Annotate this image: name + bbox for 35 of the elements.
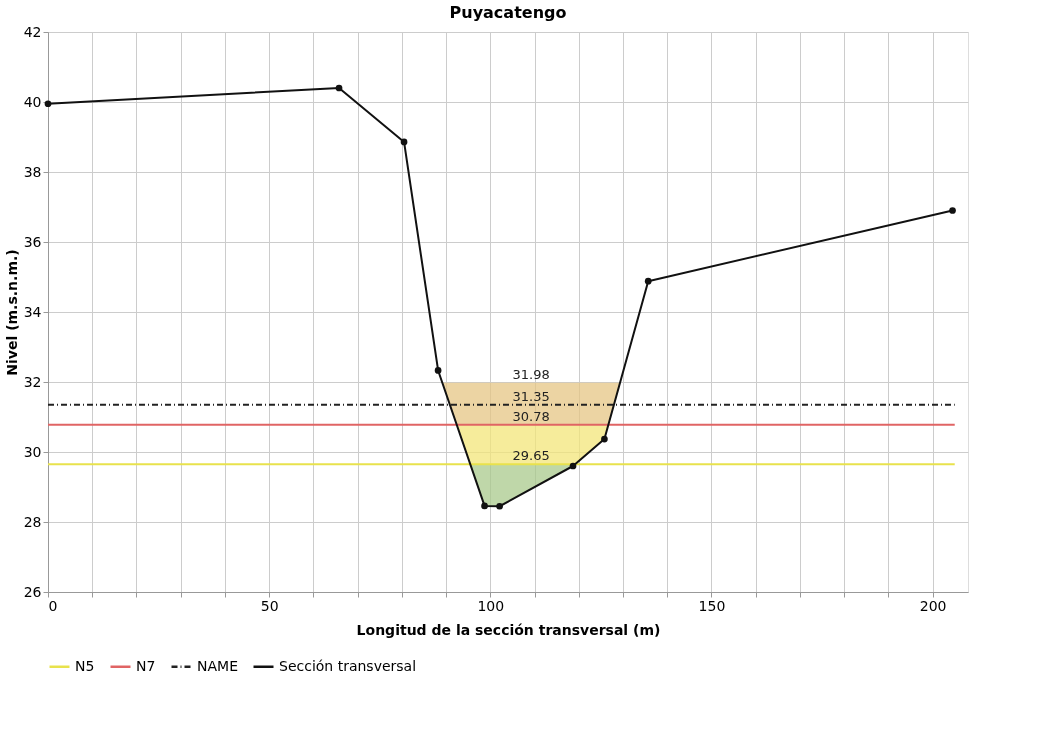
legend-label: Sección transversal: [279, 657, 417, 674]
legend-label: N7: [136, 657, 156, 674]
annotation: 30.78: [512, 408, 550, 424]
y-tick-label: 38: [23, 163, 42, 180]
y-tick-label: 30: [23, 443, 42, 460]
point: [481, 502, 488, 510]
y-tick-label: 28: [23, 513, 42, 530]
point: [335, 84, 343, 92]
annotation: 29.65: [512, 448, 550, 464]
point: [601, 435, 608, 443]
legend-label: NAME: [197, 657, 238, 674]
point: [949, 207, 956, 214]
chart-title: Puyacatengo: [449, 3, 567, 22]
y-tick-label: 36: [23, 233, 42, 250]
annotation: 31.98: [512, 366, 550, 382]
x-tick-label: 100: [477, 597, 505, 614]
point: [644, 277, 652, 285]
x-tick-label: 50: [260, 597, 279, 614]
y-axis-title: Nivel (m.s.n.m.): [3, 249, 20, 376]
x-tick-label: 0: [48, 597, 58, 614]
y-tick-label: 40: [23, 93, 42, 110]
point: [44, 100, 52, 108]
y-tick-label: 26: [23, 583, 42, 600]
annotation: 31.35: [512, 388, 550, 404]
y-tick-label: 32: [23, 373, 42, 390]
x-tick-label: 200: [919, 597, 947, 614]
point: [400, 138, 408, 146]
x-axis-title: Longitud de la sección transversal (m): [356, 621, 661, 638]
y-tick-label: 34: [23, 303, 42, 320]
legend-label: N5: [75, 657, 95, 674]
point: [434, 367, 442, 374]
x-tick-label: 150: [698, 597, 726, 614]
y-tick-label: 42: [23, 23, 42, 40]
point: [569, 462, 577, 470]
point: [496, 502, 503, 510]
